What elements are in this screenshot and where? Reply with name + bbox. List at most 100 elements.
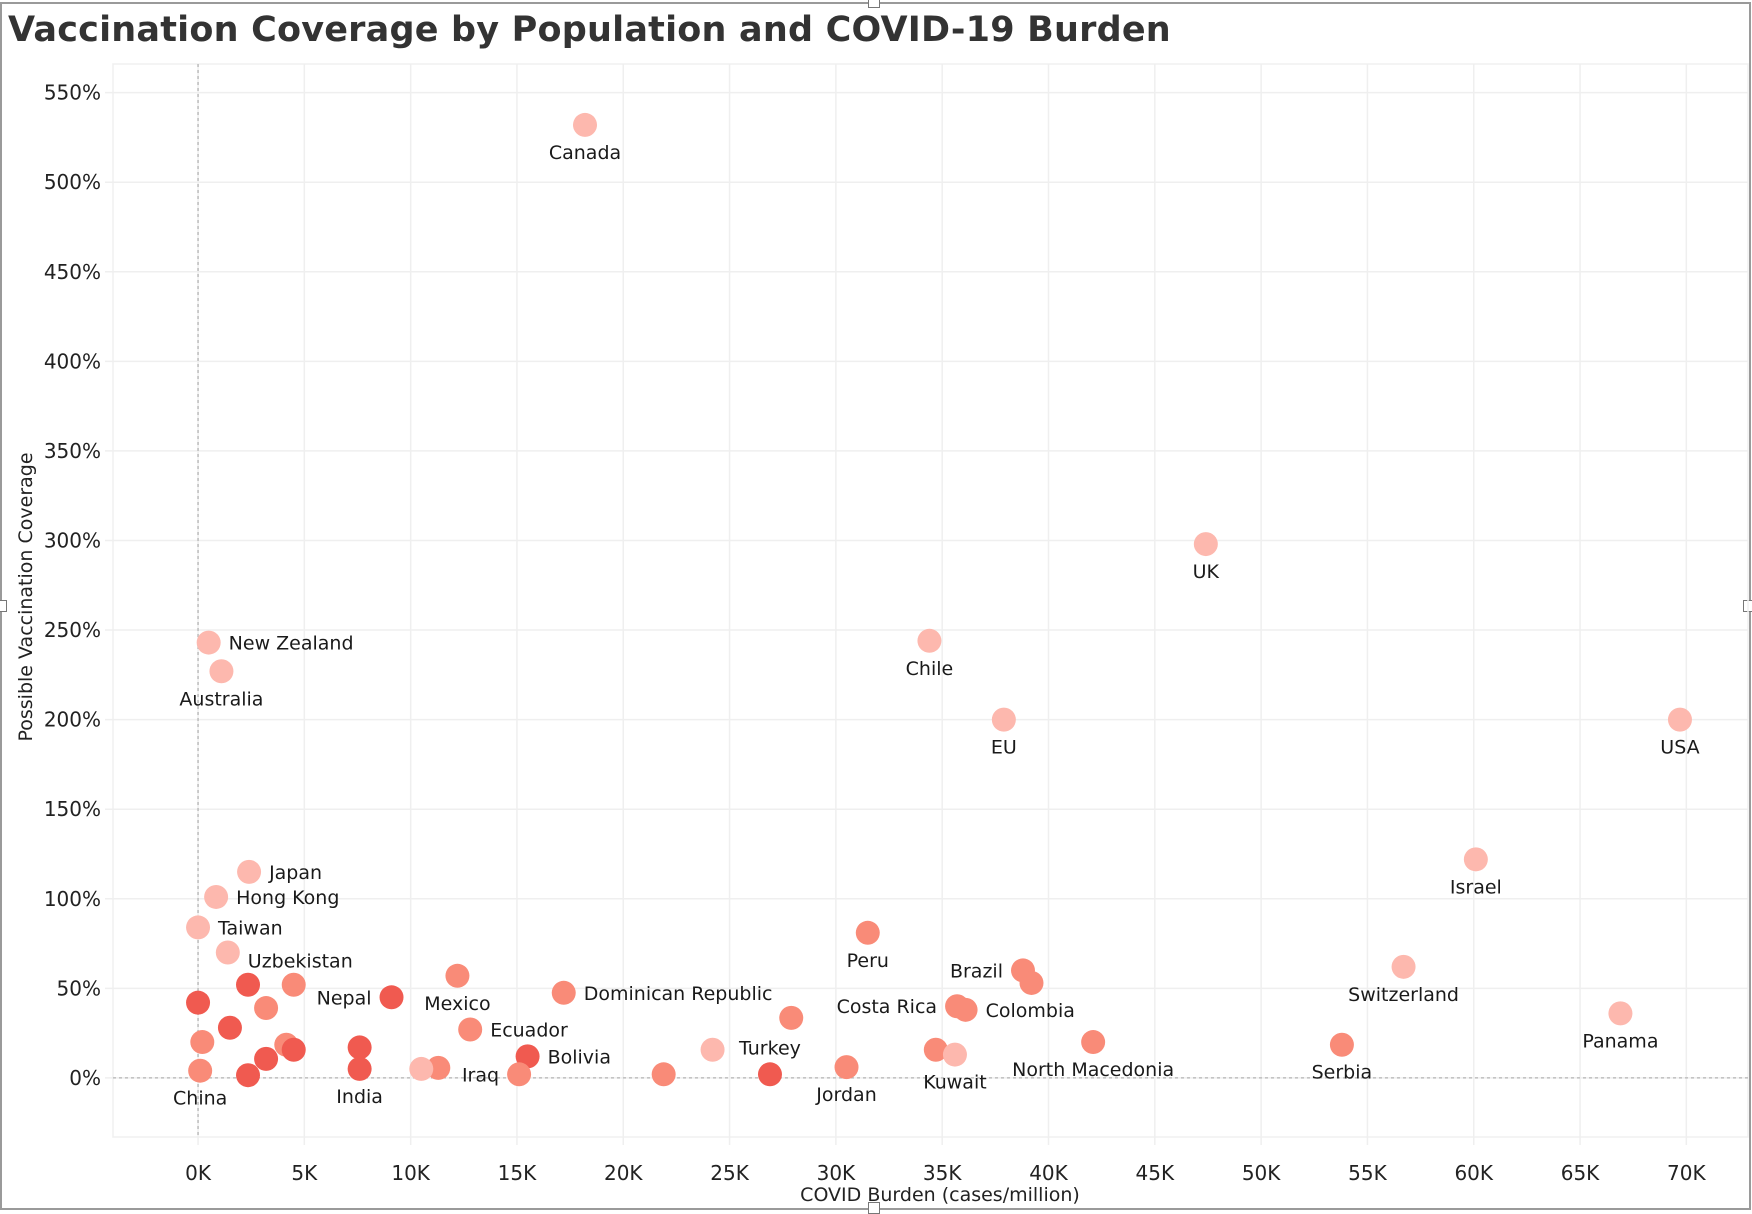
data-point — [281, 1037, 306, 1062]
point-label: Switzerland — [1348, 984, 1459, 1006]
data-point — [1193, 532, 1218, 557]
point-label: Iraq — [462, 1064, 499, 1086]
data-point — [573, 112, 598, 137]
data-point — [1081, 1030, 1106, 1055]
data-point — [215, 940, 240, 965]
y-tick-label: 400% — [44, 349, 101, 373]
data-point — [991, 707, 1016, 732]
y-axis-ticks: 0% 50% 100% 150% 200% 250% 300% 350% 400% 450% 500… — [44, 81, 101, 1090]
x-tick-label: 30K — [817, 1161, 856, 1185]
point-label: Colombia — [986, 1000, 1075, 1022]
y-tick-label: 300% — [44, 528, 101, 552]
x-tick-label: 0K — [185, 1161, 212, 1185]
point-label: EU — [991, 737, 1017, 759]
data-point — [204, 884, 229, 909]
data-point — [507, 1062, 532, 1087]
data-point — [237, 859, 262, 884]
data-point — [1329, 1032, 1354, 1057]
data-point — [551, 980, 576, 1005]
data-point — [196, 630, 221, 655]
data-point — [186, 915, 211, 940]
reference-lines — [113, 64, 1748, 1137]
point-labels: Canada UK New Zealand Chile Australia EU USA Is… — [173, 142, 1700, 1110]
data-point — [1391, 954, 1416, 979]
y-tick-label: 100% — [44, 887, 101, 911]
point-label: Peru — [847, 950, 889, 972]
data-point — [757, 1062, 782, 1087]
data-point — [1019, 970, 1044, 995]
grid-lines — [105, 63, 1749, 1145]
data-point — [188, 1058, 213, 1083]
point-label: Australia — [179, 688, 263, 710]
data-point — [379, 985, 404, 1010]
point-label: UK — [1193, 561, 1220, 583]
x-tick-label: 55K — [1348, 1161, 1387, 1185]
y-tick-label: 150% — [44, 797, 101, 821]
point-label: North Macedonia — [1012, 1059, 1174, 1081]
resize-handle-top[interactable] — [868, 0, 880, 8]
data-point — [186, 990, 211, 1015]
x-tick-label: 45K — [1136, 1161, 1175, 1185]
data-point — [236, 1063, 261, 1088]
y-tick-label: 500% — [44, 170, 101, 194]
point-label: Taiwan — [217, 917, 283, 939]
data-point — [942, 1042, 967, 1067]
data-point — [347, 1056, 372, 1081]
x-tick-label: 20K — [604, 1161, 643, 1185]
data-point — [515, 1044, 540, 1069]
data-point — [834, 1055, 859, 1080]
data-point — [855, 920, 880, 945]
data-point — [254, 996, 279, 1021]
data-point — [923, 1037, 948, 1062]
x-tick-label: 70K — [1667, 1161, 1706, 1185]
data-point — [700, 1037, 725, 1062]
point-label: Serbia — [1312, 1062, 1373, 1084]
data-point — [917, 628, 942, 653]
point-label: Turkey — [738, 1037, 801, 1059]
resize-handle-left[interactable] — [0, 600, 7, 612]
point-label: USA — [1660, 737, 1699, 759]
point-label: Uzbekistan — [248, 950, 353, 972]
point-label: Nepal — [317, 987, 372, 1009]
data-points — [186, 112, 1692, 1088]
point-label: Japan — [268, 862, 322, 884]
data-point — [779, 1005, 804, 1030]
y-tick-label: 0% — [69, 1066, 101, 1090]
x-tick-label: 65K — [1561, 1161, 1600, 1185]
point-label: Hong Kong — [236, 887, 339, 909]
data-point — [953, 997, 978, 1022]
x-tick-label: 10K — [391, 1161, 430, 1185]
x-tick-label: 15K — [498, 1161, 537, 1185]
y-tick-label: 50% — [57, 976, 101, 1000]
data-point — [445, 963, 470, 988]
data-point — [1463, 847, 1488, 872]
point-label: Jordan — [815, 1084, 876, 1106]
data-point — [209, 659, 234, 684]
x-tick-label: 5K — [291, 1161, 318, 1185]
point-label: India — [336, 1086, 383, 1108]
point-label: Brazil — [950, 960, 1003, 982]
x-tick-label: 60K — [1454, 1161, 1493, 1185]
point-label: Canada — [549, 142, 621, 164]
data-point — [347, 1035, 372, 1060]
data-point — [409, 1056, 434, 1081]
point-label: Costa Rica — [837, 996, 938, 1018]
x-axis-ticks: 0K 5K 10K 15K 20K 25K 30K 35K 40K 45K 50K 55K 60K 65K… — [185, 1161, 1706, 1185]
y-tick-label: 550% — [44, 81, 101, 105]
data-point — [458, 1017, 483, 1042]
y-tick-label: 350% — [44, 439, 101, 463]
x-axis-title: COVID Burden (cases/million) — [800, 1184, 1080, 1206]
x-tick-label: 25K — [710, 1161, 749, 1185]
point-label: Israel — [1450, 876, 1502, 898]
point-label: Kuwait — [923, 1072, 986, 1094]
data-point — [426, 1055, 451, 1080]
plot-area — [112, 63, 1749, 1138]
point-label: Panama — [1582, 1030, 1658, 1052]
y-tick-label: 200% — [44, 708, 101, 732]
data-point — [1667, 707, 1692, 732]
x-tick-label: 40K — [1029, 1161, 1068, 1185]
data-point — [254, 1046, 279, 1071]
data-point — [217, 1015, 242, 1040]
point-label: Ecuador — [490, 1020, 568, 1042]
